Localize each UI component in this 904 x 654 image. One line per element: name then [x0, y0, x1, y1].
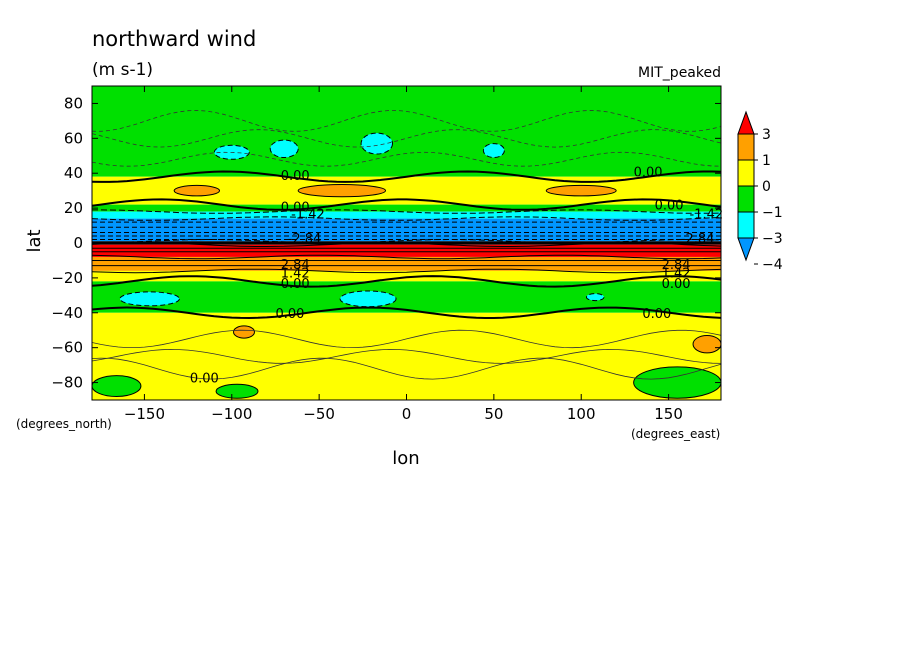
region-1	[269, 139, 299, 159]
contour-line-3	[92, 216, 721, 221]
zonal-band-8	[92, 270, 721, 282]
contour-label-4: -1.42	[291, 207, 325, 222]
zonal-band-4	[92, 218, 721, 242]
colorbar-tick-label-2: 0	[762, 179, 771, 195]
y-axis: 80 60 40 20 0 −20 −40 −60 −80	[51, 94, 721, 392]
colorbar-tick-label-1: 1	[762, 153, 771, 169]
x-units-label: (degrees_east)	[631, 427, 720, 441]
colorbar-bin-5	[737, 237, 755, 262]
contour-label-12: 0.00	[281, 277, 310, 292]
contour-line-5	[92, 242, 721, 247]
region-4	[173, 184, 221, 197]
region-2	[360, 132, 394, 155]
colorbar: 3 1 0 −1 −3 −4	[737, 110, 783, 273]
y-tick-label-6: −40	[51, 304, 83, 322]
y-tick-label-8: −80	[51, 374, 83, 392]
colorbar-bin-1	[737, 133, 755, 161]
colorbar-tick-label-3: −1	[762, 205, 783, 221]
region-10	[233, 325, 255, 339]
southern-contour-2	[92, 357, 721, 380]
y-axis-label: lat	[24, 229, 45, 252]
extratropical-contour-1	[92, 151, 721, 167]
chart-subtitle: (m s-1)	[92, 60, 153, 80]
zonal-band-2	[92, 204, 721, 212]
x-tick-label-0: −150	[124, 405, 165, 423]
contour-line-6	[92, 254, 721, 260]
x-axis: −150 −100 −50 0 50 100 150	[124, 86, 683, 423]
region-5	[297, 184, 387, 198]
y-tick-label-0: 80	[64, 94, 83, 112]
southern-contour-0	[92, 329, 721, 349]
y-tick-label-7: −60	[51, 339, 83, 357]
contour-label-9: 2.84	[662, 258, 691, 273]
y-tick-label-5: −20	[51, 269, 83, 287]
x-tick-label-4: 50	[484, 405, 503, 423]
colorbar-bin-0	[737, 110, 755, 135]
contour-line-9	[92, 306, 721, 320]
contour-line-7	[92, 268, 721, 274]
zonal-band-10	[92, 312, 721, 400]
region-9	[585, 293, 605, 302]
contour-label-10: 1.42	[281, 267, 310, 282]
contour-label-14: 0.00	[275, 307, 304, 322]
zonal-band-0	[92, 86, 721, 177]
contour-line-0	[92, 170, 721, 183]
contour-label-15: 0.00	[642, 307, 671, 322]
contour-lines	[92, 109, 721, 380]
extratropical-contour-2	[92, 109, 721, 132]
region-6	[545, 184, 617, 197]
region-7	[119, 291, 180, 307]
colorbar-bin-3	[737, 185, 755, 213]
y-tick-label-1: 60	[64, 129, 83, 147]
contour-line-2	[92, 209, 721, 214]
contour-line-8	[92, 275, 721, 288]
contour-label-6: -2.84	[288, 232, 322, 247]
contour-label-8: 2.84	[281, 258, 310, 273]
y-tick-label-2: 40	[64, 164, 83, 182]
contour-label-2: 0.00	[281, 200, 310, 215]
contour-label-16: 0.00	[190, 371, 219, 386]
region-11	[692, 334, 721, 354]
contour-label-7: -2.84	[681, 232, 715, 247]
zonal-band-3	[92, 211, 721, 219]
extratropical-contour-0	[92, 129, 721, 148]
region-12	[92, 375, 142, 398]
contour-label-5: -1.42	[690, 207, 724, 222]
region-8	[339, 290, 397, 308]
colorbar-tick-label-0: 3	[762, 127, 771, 143]
x-tick-label-3: 0	[402, 405, 412, 423]
region-13	[215, 383, 259, 399]
source-label: MIT_peaked	[638, 65, 721, 81]
contour-labels: 0.00 0.000.00 0.00-1.42 -1.42-2.84 -2.842.84…	[190, 165, 723, 386]
y-units-label: (degrees_north)	[16, 417, 112, 431]
contour-label-3: 0.00	[655, 199, 684, 214]
x-tick-label-6: 150	[654, 405, 683, 423]
colorbar-tick-label-5: −4	[762, 257, 783, 273]
x-tick-label-5: 100	[567, 405, 596, 423]
contour-label-0: 0.00	[281, 169, 310, 184]
x-tick-label-2: −50	[303, 405, 335, 423]
region-3	[482, 143, 505, 159]
y-tick-label-3: 20	[64, 199, 83, 217]
colorbar-bin-2	[737, 159, 755, 187]
zonal-band-6	[92, 244, 721, 257]
contour-label-11: 1.42	[662, 267, 691, 282]
x-axis-label: lon	[392, 448, 419, 469]
contour-label-13: 0.00	[662, 277, 691, 292]
x-tick-label-1: −100	[211, 405, 252, 423]
contour-line-1	[92, 198, 721, 211]
y-tick-label-4: 0	[73, 234, 83, 252]
colorbar-bin-4	[737, 211, 755, 239]
colorbar-tick-label-4: −3	[762, 231, 783, 247]
region-14	[633, 366, 721, 399]
chart-title: northward wind	[92, 27, 256, 51]
contour-label-1: 0.00	[634, 165, 663, 180]
southern-contour-1	[92, 348, 721, 364]
